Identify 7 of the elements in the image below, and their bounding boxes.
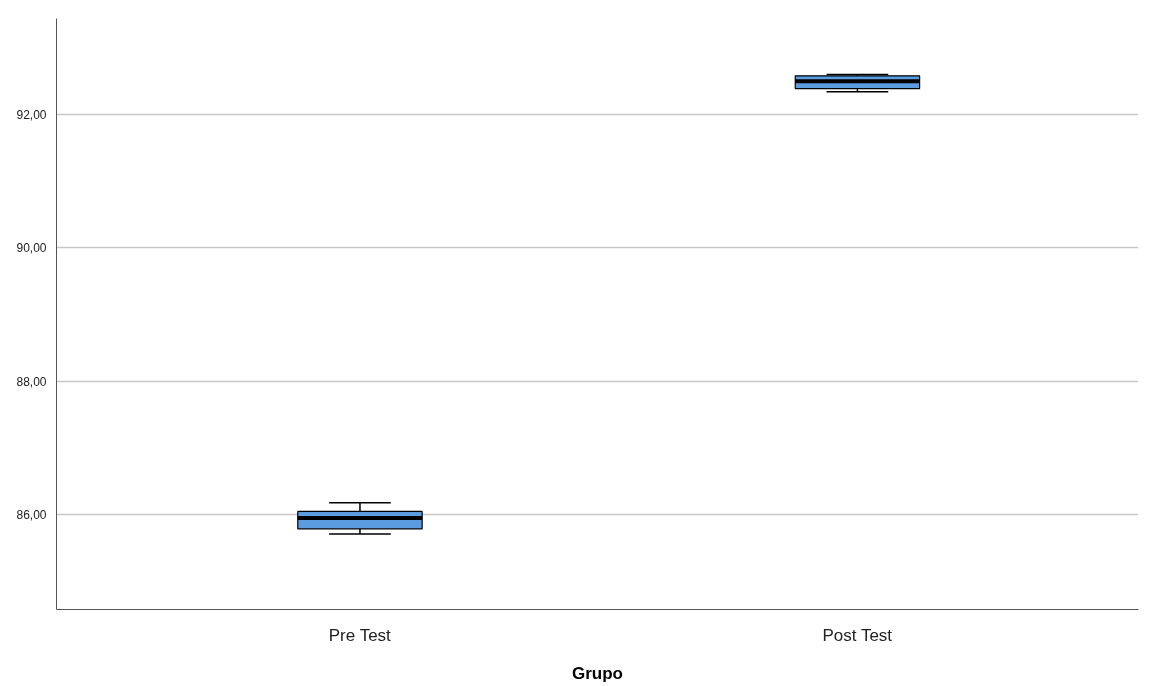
x-tick-label: Pre Test: [328, 625, 392, 645]
x-tick-label: Post Test: [822, 625, 893, 645]
y-tick-label: 92,00: [16, 108, 47, 123]
y-tick-label: 86,00: [16, 508, 47, 523]
y-tick-label: 88,00: [16, 374, 47, 389]
y-tick-label: 90,00: [16, 241, 47, 256]
x-axis-title: Grupo: [572, 663, 623, 683]
